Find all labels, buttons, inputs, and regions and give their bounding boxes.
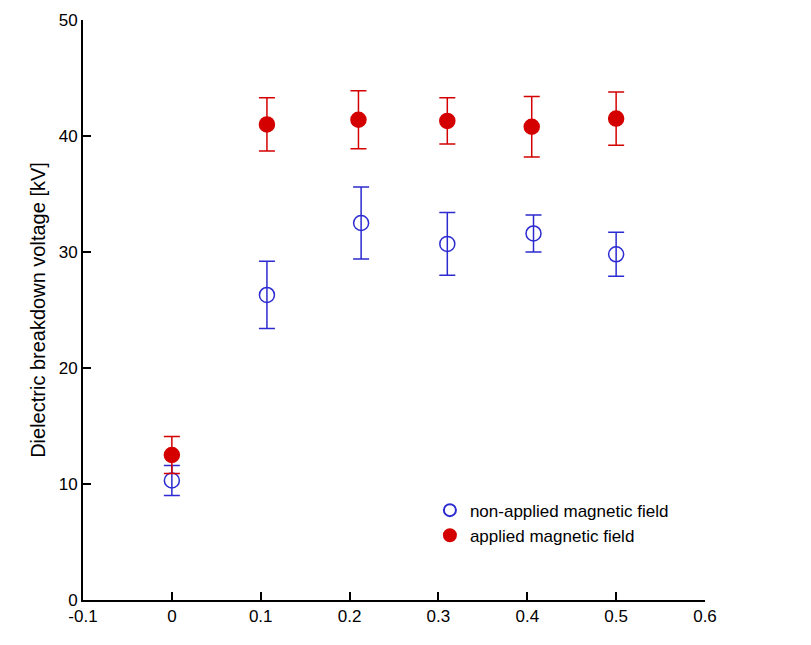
svg-text:0.3: 0.3: [427, 607, 451, 626]
svg-text:40: 40: [59, 127, 78, 146]
svg-text:0.2: 0.2: [338, 607, 362, 626]
svg-text:0: 0: [68, 591, 77, 610]
svg-text:0.4: 0.4: [515, 607, 539, 626]
svg-text:applied magnetic field: applied magnetic field: [470, 527, 634, 546]
svg-text:-0.1: -0.1: [68, 607, 97, 626]
svg-text:10: 10: [59, 475, 78, 494]
svg-text:0.1: 0.1: [249, 607, 273, 626]
svg-text:0.5: 0.5: [604, 607, 628, 626]
svg-text:30: 30: [59, 243, 78, 262]
svg-text:Dielectric breakdown voltage [: Dielectric breakdown voltage [kV]: [27, 162, 49, 458]
svg-text:50: 50: [59, 11, 78, 30]
svg-text:0.6: 0.6: [693, 607, 717, 626]
svg-text:non-applied magnetic field: non-applied magnetic field: [470, 502, 668, 521]
svg-text:20: 20: [59, 359, 78, 378]
svg-text:0: 0: [167, 607, 176, 626]
